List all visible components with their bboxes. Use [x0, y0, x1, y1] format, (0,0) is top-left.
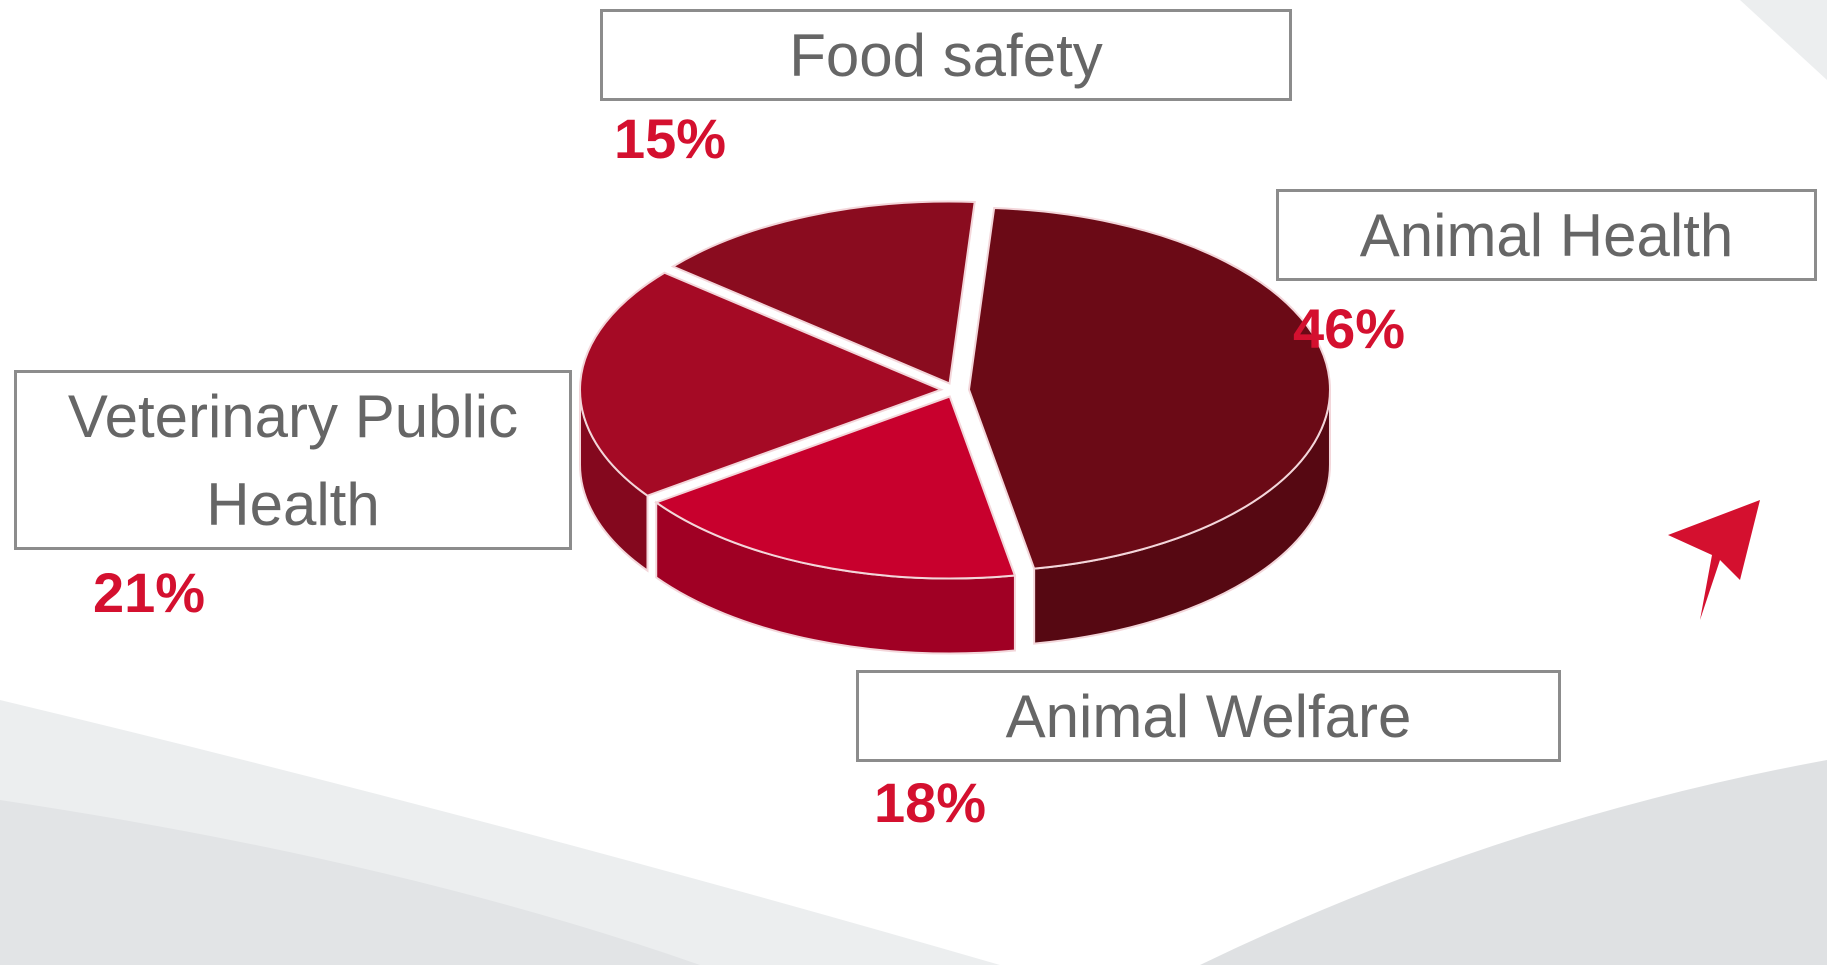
- bg-shape: [0, 800, 700, 965]
- pie-slice: [654, 395, 1017, 580]
- pie-slice: [579, 271, 944, 497]
- category-label: Food safety: [600, 9, 1292, 101]
- value-label: 21%: [93, 561, 206, 624]
- value-label: 15%: [614, 107, 727, 170]
- bg-shape: [1740, 0, 1827, 80]
- category-label: Animal Health: [1276, 189, 1817, 281]
- bird-logo: [1668, 500, 1760, 620]
- category-label: Animal Welfare: [856, 670, 1561, 762]
- value-label: 46%: [1293, 297, 1406, 360]
- bg-shape: [1200, 760, 1827, 965]
- category-label: Veterinary Public Health: [14, 370, 572, 550]
- value-label: 18%: [874, 771, 987, 834]
- pie-slice: [967, 207, 1331, 570]
- pie-slice: [670, 200, 976, 385]
